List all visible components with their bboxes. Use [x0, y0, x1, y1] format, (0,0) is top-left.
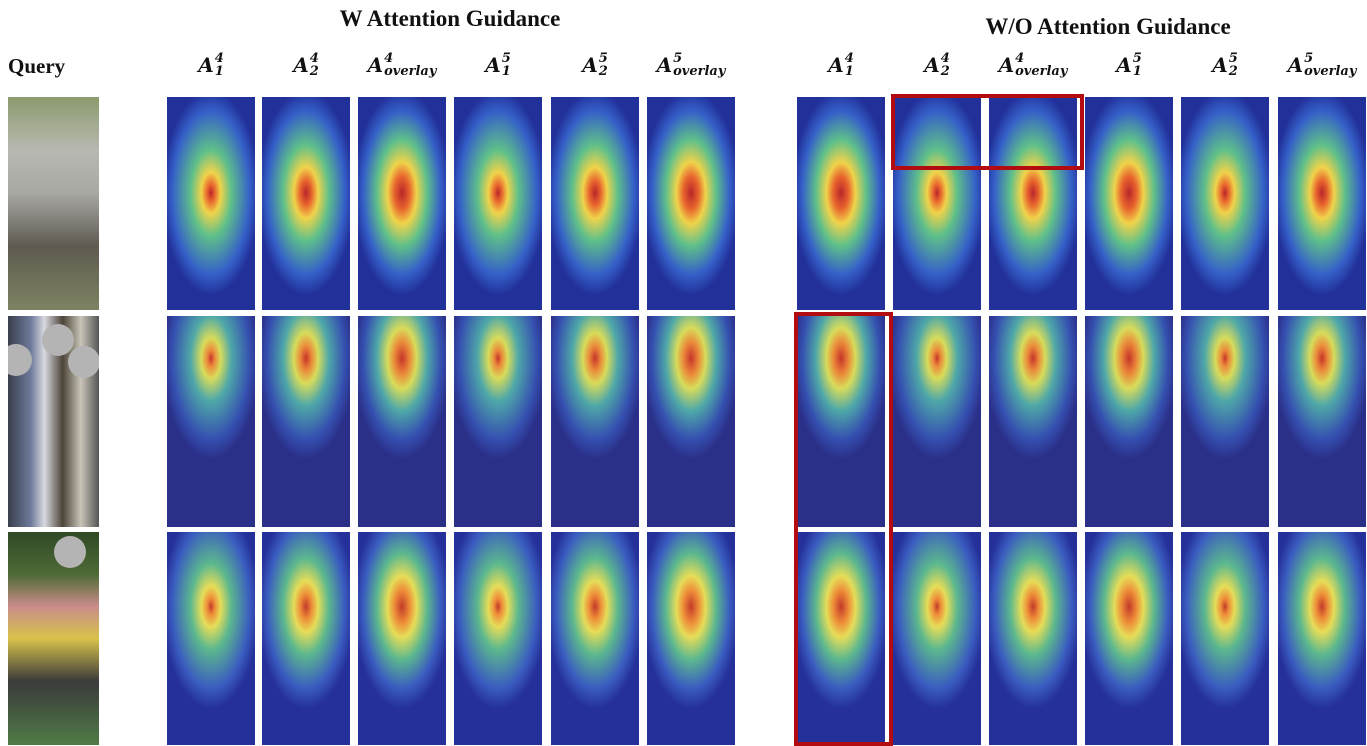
attention-map — [647, 316, 735, 527]
attention-map — [989, 316, 1077, 527]
left-title: W Attention Guidance — [340, 6, 561, 32]
label-base: A — [999, 53, 1015, 77]
attention-map — [262, 97, 350, 310]
attention-map — [647, 97, 735, 310]
attention-map — [1181, 97, 1269, 310]
attention-map — [893, 532, 981, 745]
attention-map — [454, 532, 542, 745]
attention-map — [454, 97, 542, 310]
label-base: A — [657, 53, 673, 77]
column-label: A52 — [1212, 52, 1238, 78]
attention-map — [358, 97, 446, 310]
attention-map — [1278, 532, 1366, 745]
attention-map — [797, 97, 885, 310]
face-mask — [54, 536, 86, 568]
attention-map — [893, 316, 981, 527]
label-base: A — [1116, 53, 1132, 77]
label-sub: 2 — [599, 65, 608, 78]
label-sub: overlay — [1015, 65, 1067, 78]
label-sub: 2 — [1229, 65, 1238, 78]
query-image — [8, 532, 99, 745]
right-title: W/O Attention Guidance — [985, 14, 1230, 40]
label-sub: 2 — [310, 65, 319, 78]
attention-map — [1181, 316, 1269, 527]
label-base: A — [1288, 53, 1304, 77]
label-base: A — [924, 53, 940, 77]
label-sub: overlay — [1304, 65, 1356, 78]
attention-map — [1278, 316, 1366, 527]
attention-map — [262, 316, 350, 527]
attention-map — [1278, 97, 1366, 310]
query-image — [8, 316, 99, 527]
attention-map — [551, 532, 639, 745]
face-mask — [68, 346, 99, 378]
query-label: Query — [8, 54, 65, 79]
label-sub: 1 — [215, 65, 224, 78]
attention-map — [551, 316, 639, 527]
label-sub: overlay — [384, 65, 436, 78]
label-sub: 2 — [941, 65, 950, 78]
attention-map — [167, 532, 255, 745]
attention-map — [1085, 97, 1173, 310]
label-base: A — [582, 53, 598, 77]
query-image — [8, 97, 99, 310]
label-sub: 1 — [1133, 65, 1142, 78]
label-base: A — [368, 53, 384, 77]
attention-map — [1181, 532, 1269, 745]
attention-map — [647, 532, 735, 745]
label-base: A — [828, 53, 844, 77]
attention-map — [167, 97, 255, 310]
label-base: A — [1212, 53, 1228, 77]
label-base: A — [198, 53, 214, 77]
label-base: A — [485, 53, 501, 77]
attention-map — [1085, 316, 1173, 527]
attention-map — [167, 316, 255, 527]
attention-map — [262, 532, 350, 745]
label-sub: 1 — [845, 65, 854, 78]
attention-map — [551, 97, 639, 310]
attention-map — [1085, 532, 1173, 745]
attention-map — [358, 532, 446, 745]
highlight-box — [794, 312, 893, 746]
figure: {"header": {"left_title": "W Attention G… — [0, 0, 1367, 746]
face-mask — [42, 324, 74, 356]
label-base: A — [293, 53, 309, 77]
column-label: A51 — [485, 52, 511, 78]
attention-map — [989, 532, 1077, 745]
attention-map — [454, 316, 542, 527]
label-sub: 1 — [502, 65, 511, 78]
highlight-box — [891, 94, 1084, 170]
label-sub: overlay — [673, 65, 725, 78]
attention-map — [358, 316, 446, 527]
face-mask — [8, 344, 32, 376]
